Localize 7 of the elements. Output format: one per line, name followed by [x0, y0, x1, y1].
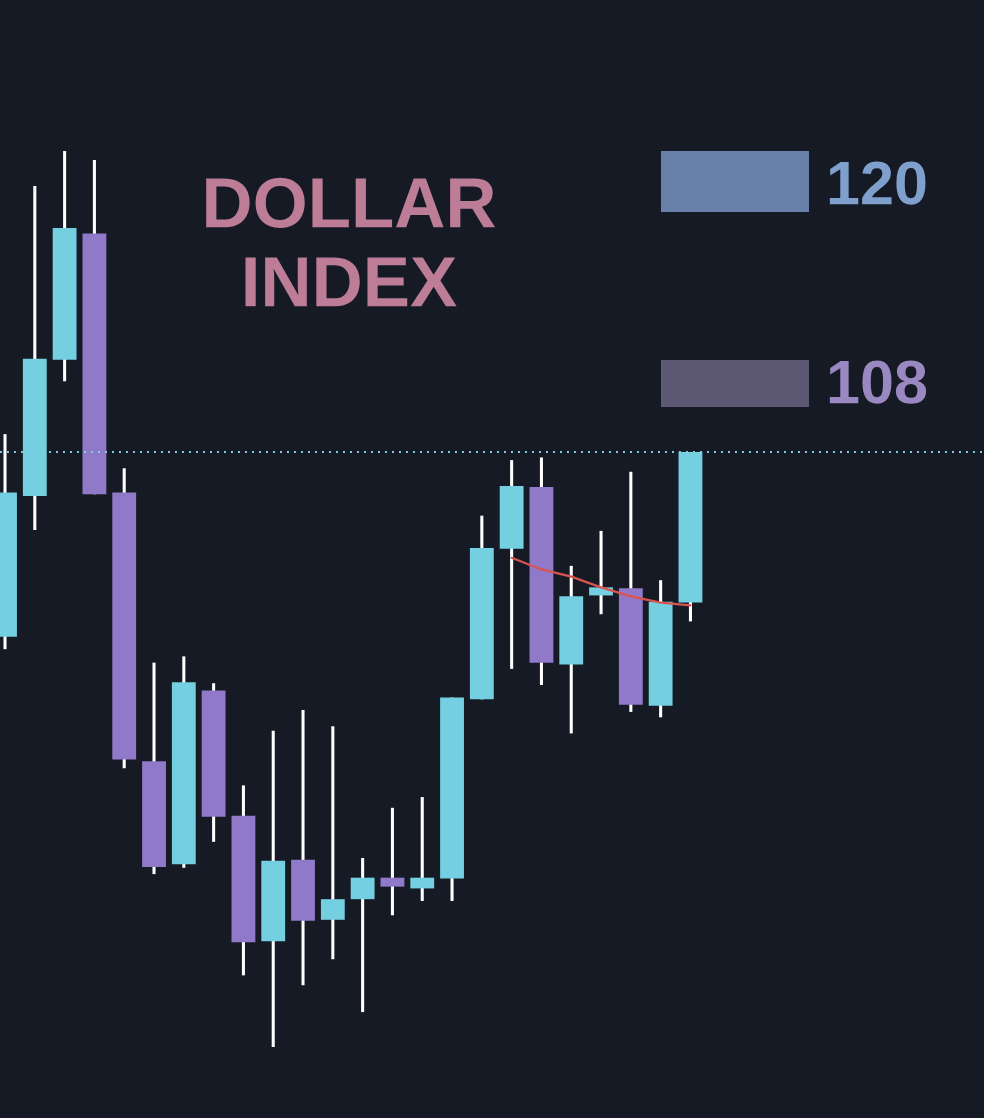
candlestick: [350, 856, 375, 1014]
candlestick: [380, 806, 405, 916]
candlestick: [410, 797, 435, 901]
text: 120: [829, 161, 926, 205]
text: DOLLAR INDEX: [206, 177, 496, 307]
text: 108: [829, 360, 927, 404]
candlestick: [320, 726, 345, 961]
